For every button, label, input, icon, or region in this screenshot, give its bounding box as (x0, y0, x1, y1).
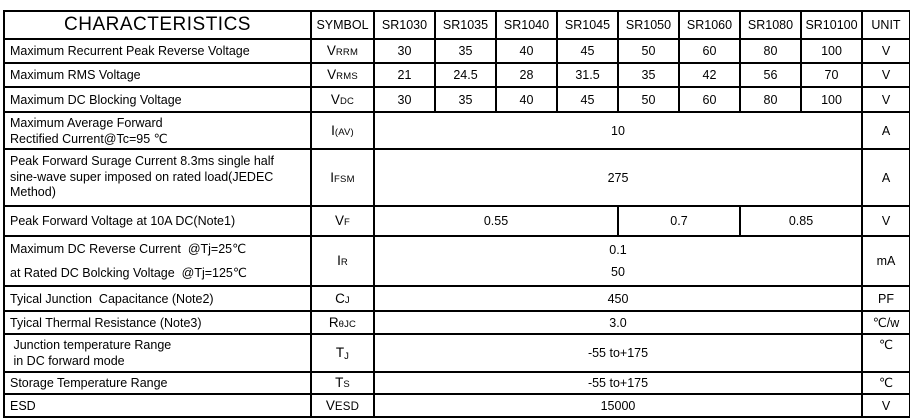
unit-header: UNIT (861, 10, 910, 40)
symbol-cell: VRRM (310, 38, 375, 64)
part-header-sr10100: SR10100 (800, 10, 863, 40)
ratings-table: CHARACTERISTICS SYMBOL SR1030 SR1035 SR1… (3, 10, 910, 418)
part-header-sr1035: SR1035 (434, 10, 497, 40)
value-cell-merged: 10 (373, 111, 863, 150)
symbol-cell: VDC (310, 86, 375, 113)
characteristic-cell: Maximum Recurrent Peak Reverse Voltage (3, 38, 312, 64)
symbol-cell: IFSM (310, 148, 375, 207)
part-header-sr1050: SR1050 (617, 10, 680, 40)
value-cell: 30 (373, 38, 436, 64)
unit-cell: V (861, 38, 910, 64)
symbol-cell: VF (310, 205, 375, 237)
value-cell: 100 (800, 86, 863, 113)
value-cell: 45 (556, 86, 619, 113)
unit-cell: A (861, 111, 910, 150)
symbol-cell: VRMS (310, 62, 375, 88)
symbol-cell: IR (310, 235, 375, 287)
value-cell: 80 (739, 38, 802, 64)
unit-cell: PF (861, 285, 910, 312)
unit-cell: V (861, 62, 910, 88)
row-vdc: Maximum DC Blocking Voltage VDC 30 35 40… (3, 86, 910, 113)
row-iav: Maximum Average Forward Rectified Curren… (3, 111, 910, 150)
value-cell: 60 (678, 38, 741, 64)
symbol-cell: RθJC (310, 310, 375, 335)
part-header-sr1045: SR1045 (556, 10, 619, 40)
value-cell: 50 (617, 38, 680, 64)
value-cell: 70 (800, 62, 863, 88)
value-cell: 35 (617, 62, 680, 88)
table-header-row: CHARACTERISTICS SYMBOL SR1030 SR1035 SR1… (3, 10, 910, 40)
unit-cell: A (861, 148, 910, 207)
symbol-cell: I(AV) (310, 111, 375, 150)
value-cell: 80 (739, 86, 802, 113)
value-cell: 50 (617, 86, 680, 113)
characteristic-cell: Maximum DC Reverse Current @Tj=25℃ at Ra… (3, 235, 312, 287)
row-ifsm: Peak Forward Surage Current 8.3ms single… (3, 148, 910, 207)
value-cell-merged: 3.0 (373, 310, 863, 335)
part-header-sr1030: SR1030 (373, 10, 436, 40)
part-header-sr1080: SR1080 (739, 10, 802, 40)
row-ts: Storage Temperature Range TS -55 to+175 … (3, 371, 910, 395)
value-cell: 21 (373, 62, 436, 88)
symbol-cell: TJ (310, 333, 375, 373)
value-cell-split: 0.7 (617, 205, 741, 237)
value-cell: 28 (495, 62, 558, 88)
characteristic-cell: Maximum DC Blocking Voltage (3, 86, 312, 113)
characteristic-cell: Peak Forward Voltage at 10A DC(Note1) (3, 205, 312, 237)
row-tj: Junction temperature Range in DC forward… (3, 333, 910, 373)
value-cell: 40 (495, 86, 558, 113)
characteristic-cell: Storage Temperature Range (3, 371, 312, 395)
value-cell-merged: 275 (373, 148, 863, 207)
characteristic-cell: ESD (3, 393, 312, 418)
unit-cell: mA (861, 235, 910, 287)
row-vesd: ESD VESD 15000 V (3, 393, 910, 418)
value-cell-stacked: 0.1 50 (373, 235, 863, 287)
row-vrrm: Maximum Recurrent Peak Reverse Voltage V… (3, 38, 910, 64)
unit-cell: ℃/w (861, 310, 910, 335)
row-vrms: Maximum RMS Voltage VRMS 21 24.5 28 31.5… (3, 62, 910, 88)
value-cell: 31.5 (556, 62, 619, 88)
value-cell-merged: 15000 (373, 393, 863, 418)
symbol-header: SYMBOL (310, 10, 375, 40)
characteristic-cell: Peak Forward Surage Current 8.3ms single… (3, 148, 312, 207)
value-cell: 40 (495, 38, 558, 64)
characteristic-cell: Tyical Junction Capacitance (Note2) (3, 285, 312, 312)
characteristic-cell: Maximum Average Forward Rectified Curren… (3, 111, 312, 150)
value-cell-split: 0.55 (373, 205, 619, 237)
value-cell: 35 (434, 38, 497, 64)
part-header-sr1060: SR1060 (678, 10, 741, 40)
unit-cell: V (861, 393, 910, 418)
unit-cell: ℃ (861, 333, 910, 373)
value-cell: 45 (556, 38, 619, 64)
value-cell-merged: -55 to+175 (373, 371, 863, 395)
row-cj: Tyical Junction Capacitance (Note2) CJ 4… (3, 285, 910, 312)
value-cell: 100 (800, 38, 863, 64)
value-cell: 35 (434, 86, 497, 113)
characteristic-cell: Junction temperature Range in DC forward… (3, 333, 312, 373)
value-cell-merged: -55 to+175 (373, 333, 863, 373)
value-cell: 30 (373, 86, 436, 113)
row-vf: Peak Forward Voltage at 10A DC(Note1) VF… (3, 205, 910, 237)
characteristics-header: CHARACTERISTICS (3, 10, 312, 40)
part-header-sr1040: SR1040 (495, 10, 558, 40)
symbol-cell: CJ (310, 285, 375, 312)
unit-cell: V (861, 205, 910, 237)
characteristic-cell: Maximum RMS Voltage (3, 62, 312, 88)
value-cell-merged: 450 (373, 285, 863, 312)
value-cell: 42 (678, 62, 741, 88)
unit-cell: ℃ (861, 371, 910, 395)
value-cell: 60 (678, 86, 741, 113)
value-cell: 56 (739, 62, 802, 88)
value-cell: 24.5 (434, 62, 497, 88)
symbol-cell: TS (310, 371, 375, 395)
row-ir: Maximum DC Reverse Current @Tj=25℃ at Ra… (3, 235, 910, 287)
unit-cell: V (861, 86, 910, 113)
datasheet-characteristics-table: CHARACTERISTICS SYMBOL SR1030 SR1035 SR1… (3, 10, 910, 418)
row-rthjc: Tyical Thermal Resistance (Note3) RθJC 3… (3, 310, 910, 335)
value-cell-split: 0.85 (739, 205, 863, 237)
characteristic-cell: Tyical Thermal Resistance (Note3) (3, 310, 312, 335)
symbol-cell: VESD (310, 393, 375, 418)
